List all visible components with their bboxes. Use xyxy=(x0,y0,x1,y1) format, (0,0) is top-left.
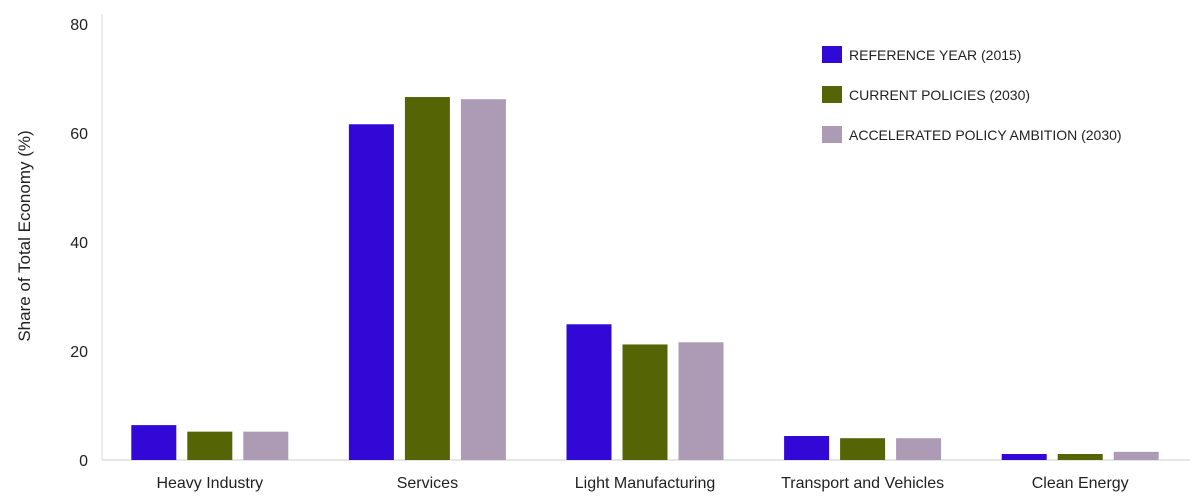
y-axis-title: Share of Total Economy (%) xyxy=(15,130,34,341)
category-label: Heavy Industry xyxy=(156,475,263,492)
legend-swatch xyxy=(822,46,842,63)
bar xyxy=(348,124,394,460)
category-label: Services xyxy=(397,475,458,492)
bar xyxy=(1001,454,1047,460)
y-tick-label: 0 xyxy=(79,453,88,470)
bar xyxy=(678,342,724,460)
bar xyxy=(896,438,942,460)
bar xyxy=(1057,454,1103,460)
legend-swatch xyxy=(822,86,842,103)
bar xyxy=(784,436,830,460)
y-tick-labels: 0 20 40 60 80 xyxy=(70,17,88,470)
y-tick-label: 40 xyxy=(70,235,88,252)
bars xyxy=(131,97,1159,461)
legend-label: REFERENCE YEAR (2015) xyxy=(849,47,1021,63)
category-label: Clean Energy xyxy=(1032,475,1129,492)
y-tick-label: 80 xyxy=(70,17,88,34)
legend: REFERENCE YEAR (2015) CURRENT POLICIES (2… xyxy=(822,46,1122,143)
bar xyxy=(840,438,886,460)
bar xyxy=(460,99,506,461)
bar xyxy=(566,324,612,460)
y-tick-label: 60 xyxy=(70,126,88,143)
bar xyxy=(243,431,289,460)
category-labels: Heavy Industry Services Light Manufacturin… xyxy=(156,475,1128,492)
y-axis-title-group: Share of Total Economy (%) xyxy=(15,130,34,341)
legend-swatch xyxy=(822,126,842,143)
bar xyxy=(622,344,668,460)
legend-label: ACCELERATED POLICY AMBITION (2030) xyxy=(849,127,1122,143)
bar xyxy=(404,97,450,460)
bar xyxy=(187,431,233,460)
bar xyxy=(131,425,177,460)
category-label: Transport and Vehicles xyxy=(781,475,944,492)
legend-label: CURRENT POLICIES (2030) xyxy=(849,87,1030,103)
bar xyxy=(1113,451,1159,460)
y-tick-label: 20 xyxy=(70,344,88,361)
category-label: Light Manufacturing xyxy=(575,475,716,492)
